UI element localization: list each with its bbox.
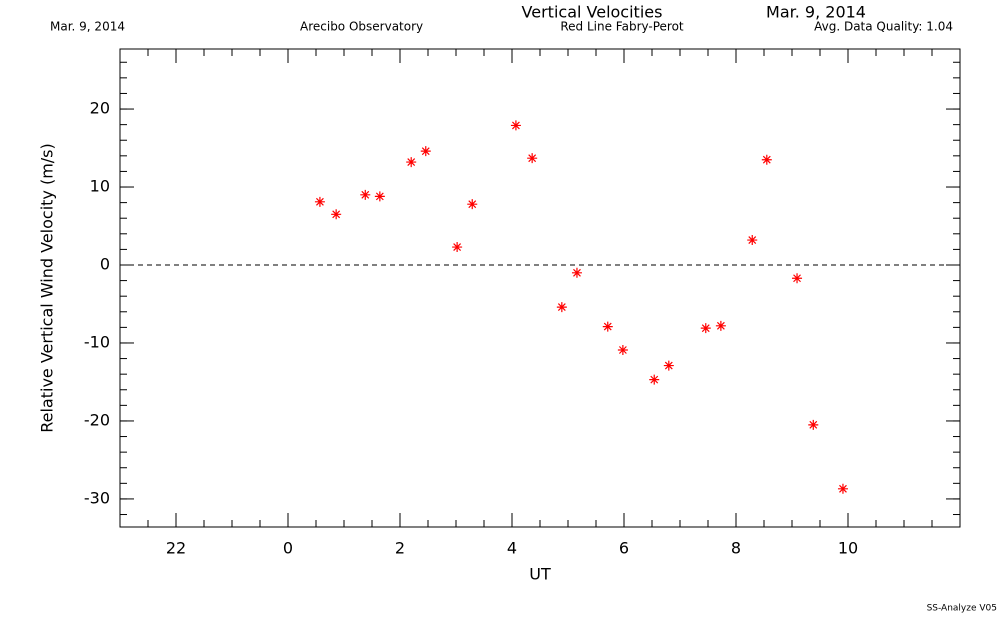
point	[649, 374, 660, 385]
y-axis-label: Relative Vertical Wind Velocity (m/s)	[38, 143, 57, 433]
point	[747, 235, 758, 246]
point	[700, 323, 711, 334]
y-tick-label: -10	[84, 332, 110, 351]
point	[617, 344, 628, 355]
y-tick-label: -30	[84, 488, 110, 507]
point	[314, 196, 325, 207]
point	[571, 267, 582, 278]
point	[715, 320, 726, 331]
instrument: Red Line Fabry-Perot	[560, 20, 684, 34]
point	[510, 120, 521, 131]
point	[602, 321, 613, 332]
date-left: Mar. 9, 2014	[50, 20, 125, 34]
x-tick-label: 22	[166, 539, 186, 558]
y-tick-label: -20	[84, 410, 110, 429]
x-tick-label: 4	[507, 539, 517, 558]
point	[808, 419, 819, 430]
chart-title: Vertical Velocities	[522, 3, 663, 22]
point	[452, 242, 463, 253]
point	[761, 154, 772, 165]
point	[556, 302, 567, 313]
x-axis-label: UT	[529, 565, 551, 584]
quality: Avg. Data Quality: 1.04	[814, 20, 953, 34]
y-tick-label: 0	[100, 254, 110, 273]
x-tick-label: 8	[731, 539, 741, 558]
y-tick-label: 10	[90, 177, 110, 196]
point	[360, 189, 371, 200]
point	[837, 483, 848, 494]
point	[467, 199, 478, 210]
point	[331, 209, 342, 220]
site: Arecibo Observatory	[300, 20, 423, 34]
point	[527, 153, 538, 164]
point	[663, 360, 674, 371]
x-tick-label: 6	[619, 539, 629, 558]
date-right: Mar. 9, 2014	[766, 3, 866, 22]
plot-frame	[119, 48, 961, 528]
x-tick-label: 10	[838, 539, 858, 558]
footer: SS-Analyze V05	[927, 604, 997, 614]
x-tick-label: 0	[283, 539, 293, 558]
point	[420, 146, 431, 157]
x-tick-label: 2	[395, 539, 405, 558]
point	[374, 191, 385, 202]
point	[792, 273, 803, 284]
y-tick-label: 20	[90, 99, 110, 118]
point	[406, 157, 417, 168]
